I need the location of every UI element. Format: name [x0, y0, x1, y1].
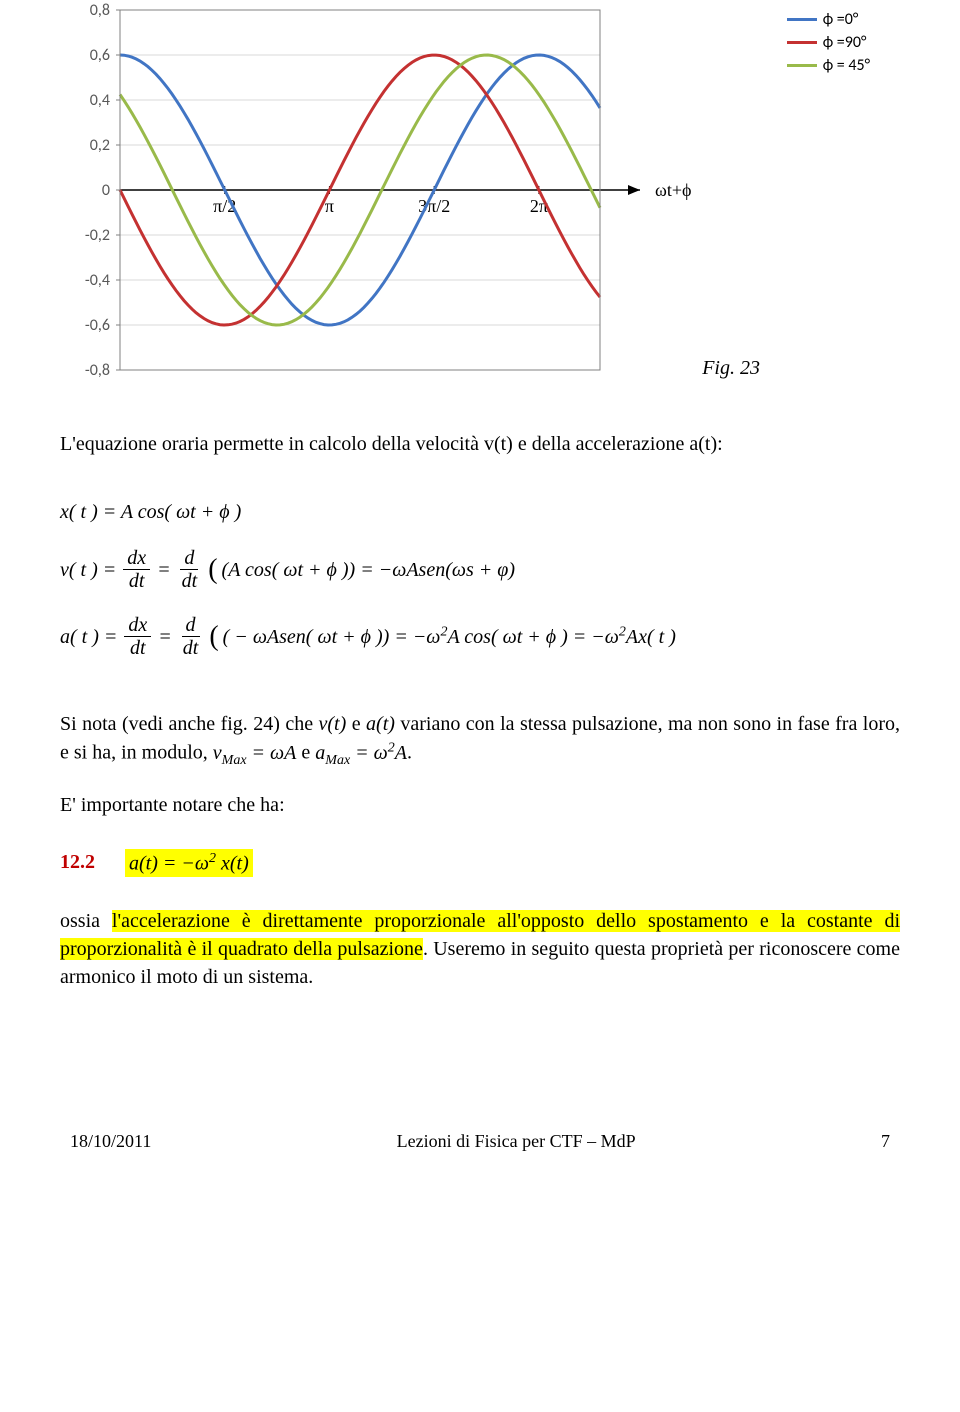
svg-text:-0,2: -0,2 — [85, 226, 110, 245]
svg-text:0,8: 0,8 — [90, 1, 110, 20]
svg-text:0: 0 — [102, 181, 110, 200]
chart-legend: ϕ =0° ϕ =90° ϕ = 45° — [787, 10, 870, 79]
para-important: E' importante notare che ha: — [60, 791, 900, 819]
legend-label: ϕ =90° — [823, 33, 867, 52]
p2b: v(t) — [319, 713, 347, 735]
p2h: e — [296, 742, 315, 764]
p2a: Si nota (vedi anche fig. 24) che — [60, 713, 319, 735]
svg-text:0,4: 0,4 — [90, 91, 110, 110]
eq3-f1-den: dt — [126, 637, 150, 659]
p2d: a(t) — [366, 713, 395, 735]
eq2-f2-num: d — [180, 547, 198, 570]
phase-chart: 0,80,60,40,20-0,2-0,4-0,6-0,8ωt+ϕπ/2π3π/… — [60, 0, 900, 400]
eq3-lhs: a( t ) = — [60, 613, 117, 661]
eq3-lparen: ( — [209, 603, 218, 670]
figure-caption: Fig. 23 — [702, 357, 760, 380]
legend-item: ϕ =90° — [787, 33, 870, 52]
p2sub2: Max — [325, 753, 350, 768]
p2k: A — [395, 742, 407, 764]
eq2-lhs: v( t ) = — [60, 546, 116, 594]
footer-date: 18/10/2011 — [70, 1131, 151, 1152]
legend-label: ϕ = 45° — [823, 56, 870, 75]
svg-text:-0,6: -0,6 — [85, 316, 110, 335]
eq2-lparen: ( — [208, 536, 217, 603]
svg-text:0,6: 0,6 — [90, 46, 110, 65]
key-equation-row: 12.2 a(t) = −ω2 x(t) — [60, 849, 900, 878]
svg-text:-0,8: -0,8 — [85, 361, 110, 380]
para-conclusion: ossia l'accelerazione è direttamente pro… — [60, 907, 900, 991]
eq3-frac1: dx dt — [124, 614, 151, 659]
legend-swatch — [787, 64, 817, 67]
p2c: e — [346, 713, 366, 735]
eq3-rhs: ( − ωAsen( ωt + ϕ )) = −ω2A cos( ωt + ϕ … — [223, 613, 676, 661]
svg-text:ωt+ϕ: ωt+ϕ — [655, 180, 691, 200]
eq3-mid: = — [158, 613, 172, 661]
eq3-rhs-c: Ax( t ) — [626, 626, 676, 648]
legend-swatch — [787, 18, 817, 21]
eq2-frac1: dx dt — [123, 547, 150, 592]
key-equation: a(t) = −ω2 x(t) — [125, 849, 253, 878]
keq-b: x(t) — [216, 852, 249, 874]
eq3-rhs-b: A cos( ωt + ϕ ) = −ω — [447, 626, 618, 648]
equation-x: x( t ) = A cos( ωt + ϕ ) — [60, 488, 900, 536]
legend-item: ϕ = 45° — [787, 56, 870, 75]
eq2-f1-den: dt — [125, 570, 149, 592]
legend-item: ϕ =0° — [787, 10, 870, 29]
p4a: ossia — [60, 910, 112, 932]
equation-v: v( t ) = dx dt = d dt ( (A cos( ωt + ϕ )… — [60, 536, 900, 603]
eq3-f1-num: dx — [124, 614, 151, 637]
legend-swatch — [787, 41, 817, 44]
section-number: 12.2 — [60, 851, 95, 874]
p2i: a — [315, 742, 325, 764]
svg-text:0,2: 0,2 — [90, 136, 110, 155]
eq3-rhs-a: ( − ωAsen( ωt + ϕ )) = −ω — [223, 626, 441, 648]
page-footer: 18/10/2011 Lezioni di Fisica per CTF – M… — [60, 1131, 900, 1152]
footer-page-number: 7 — [881, 1131, 890, 1152]
p2f: v — [213, 742, 222, 764]
equation-a: a( t ) = dx dt = d dt ( ( − ωAsen( ωt + … — [60, 603, 900, 670]
intro-paragraph: L'equazione oraria permette in calcolo d… — [60, 430, 900, 458]
eq2-rhs: (A cos( ωt + ϕ )) = −ωAsen(ωs + φ) — [222, 546, 515, 594]
p2j: = ω — [350, 742, 388, 764]
legend-label: ϕ =0° — [823, 10, 859, 29]
eq3-frac2: d dt — [179, 614, 203, 659]
svg-text:-0,4: -0,4 — [85, 271, 110, 290]
eq2-f2-den: dt — [178, 570, 202, 592]
equations-block: x( t ) = A cos( ωt + ϕ ) v( t ) = dx dt … — [60, 488, 900, 670]
eq2-f1-num: dx — [123, 547, 150, 570]
eq2-frac2: d dt — [178, 547, 202, 592]
para-phase-note: Si nota (vedi anche fig. 24) che v(t) e … — [60, 710, 900, 770]
eq2-mid: = — [157, 546, 171, 594]
eq3-f2-den: dt — [179, 637, 203, 659]
eq3-f2-num: d — [182, 614, 200, 637]
footer-title: Lezioni di Fisica per CTF – MdP — [397, 1131, 636, 1152]
chart-svg: 0,80,60,40,20-0,2-0,4-0,6-0,8ωt+ϕπ/2π3π/… — [60, 0, 720, 380]
p2g: = ωA — [247, 742, 297, 764]
p2sub1: Max — [222, 753, 247, 768]
p2l: . — [407, 742, 412, 764]
eq1-text: x( t ) = A cos( ωt + ϕ ) — [60, 488, 241, 536]
keq-a: a(t) = −ω — [129, 852, 209, 874]
